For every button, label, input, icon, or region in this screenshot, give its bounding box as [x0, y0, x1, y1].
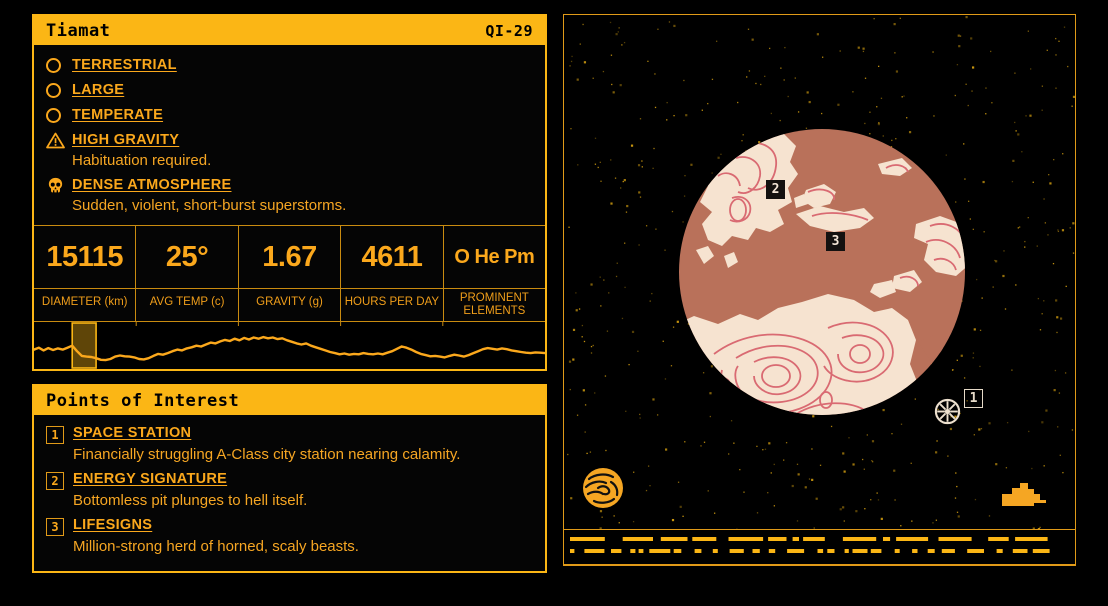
survey-header: Tiamat QI-29	[34, 16, 545, 45]
lifesigns-marker[interactable]: 3	[826, 232, 845, 251]
stat-value: 25°	[165, 240, 209, 273]
gas-giant-icon[interactable]	[582, 467, 624, 514]
list-item[interactable]: 1 SPACE STATION Financially struggling A…	[34, 423, 545, 465]
skull-icon	[46, 174, 72, 196]
telemetry-code-strip	[564, 529, 1075, 565]
points-of-interest-card: Points of Interest 1 SPACE STATION Finan…	[32, 384, 547, 573]
orbital-structure-icon[interactable]	[998, 480, 1048, 515]
planet-globe[interactable]	[678, 128, 966, 416]
trait-description: Sudden, violent, short-burst superstorms…	[72, 197, 347, 214]
trait-label[interactable]: HIGH GRAVITY	[72, 132, 180, 148]
space-station-marker[interactable]: 1	[964, 389, 983, 408]
trait-description: Habituation required.	[72, 152, 212, 169]
ring-icon	[46, 79, 72, 101]
trait-row[interactable]: TERRESTRIAL	[34, 54, 545, 76]
stat-value: 15115	[46, 240, 123, 273]
poi-description: Financially struggling A-Class city stat…	[73, 446, 461, 463]
poi-name[interactable]: LIFESIGNS	[73, 517, 153, 533]
list-item[interactable]: 3 LIFESIGNS Million-strong herd of horne…	[34, 515, 545, 557]
terrain-selection-box	[71, 322, 97, 369]
energy-signature-marker[interactable]: 2	[766, 180, 785, 199]
trait-row[interactable]: LARGE	[34, 79, 545, 101]
poi-header-label: Points of Interest	[46, 390, 240, 411]
stat-label: AVG TEMP (c)	[136, 288, 238, 316]
planet-view-panel[interactable]: 2 3 1	[563, 14, 1076, 566]
trait-label[interactable]: DENSE ATMOSPHERE	[72, 177, 232, 193]
space-station-icon[interactable]	[934, 398, 961, 430]
stat-cell-prominent-elements: O He Pm PROMINENT ELEMENTS	[443, 226, 546, 321]
trait-row[interactable]: DENSE ATMOSPHERE Sudden, violent, short-…	[34, 174, 545, 216]
stat-value: 4611	[361, 240, 423, 273]
warning-icon	[46, 129, 72, 151]
poi-number-badge: 3	[46, 518, 64, 536]
stat-cell-hours-per-day: 4611 HOURS PER DAY	[341, 226, 444, 321]
poi-description: Million-strong herd of horned, scaly bea…	[73, 538, 359, 555]
stat-label: GRAVITY (g)	[238, 288, 341, 316]
stats-table: 15115 DIAMETER (km) 25° AVG TEMP (c) 1.6…	[34, 225, 546, 322]
trait-label[interactable]: TEMPERATE	[72, 107, 164, 123]
ring-icon	[46, 54, 72, 76]
stat-label: PROMINENT ELEMENTS	[443, 288, 546, 321]
poi-name[interactable]: ENERGY SIGNATURE	[73, 471, 228, 487]
trait-label[interactable]: TERRESTRIAL	[72, 57, 177, 73]
poi-number-badge: 1	[46, 426, 64, 444]
survey-code: QI-29	[485, 21, 533, 40]
stat-label: DIAMETER (km)	[34, 288, 136, 316]
stat-cell-gravity: 1.67 GRAVITY (g)	[238, 226, 342, 321]
poi-header: Points of Interest	[34, 386, 545, 415]
poi-name[interactable]: SPACE STATION	[73, 425, 192, 441]
ring-icon	[46, 104, 72, 126]
stat-cell-diameter: 15115 DIAMETER (km)	[34, 226, 137, 321]
stat-value: O He Pm	[454, 245, 535, 268]
poi-list: 1 SPACE STATION Financially struggling A…	[34, 415, 545, 571]
terrain-line	[34, 335, 545, 362]
survey-column: Tiamat QI-29 TERRESTRIAL LARGE	[32, 14, 547, 573]
stat-cell-avg-temp: 25° AVG TEMP (c)	[136, 226, 239, 321]
trait-row[interactable]: TEMPERATE	[34, 104, 545, 126]
list-item[interactable]: 2 ENERGY SIGNATURE Bottomless pit plunge…	[34, 469, 545, 511]
terrain-elevation-chart[interactable]	[34, 322, 545, 369]
poi-description: Bottomless pit plunges to hell itself.	[73, 492, 308, 509]
trait-label[interactable]: LARGE	[72, 82, 125, 98]
stat-label: HOURS PER DAY	[341, 288, 443, 316]
page-title: Tiamat	[46, 20, 111, 41]
stat-value: 1.67	[262, 240, 317, 273]
poi-number-badge: 2	[46, 472, 64, 490]
trait-row[interactable]: HIGH GRAVITY Habituation required.	[34, 129, 545, 171]
planet-survey-card: Tiamat QI-29 TERRESTRIAL LARGE	[32, 14, 547, 371]
trait-list: TERRESTRIAL LARGE TEMPERATE	[34, 45, 545, 225]
